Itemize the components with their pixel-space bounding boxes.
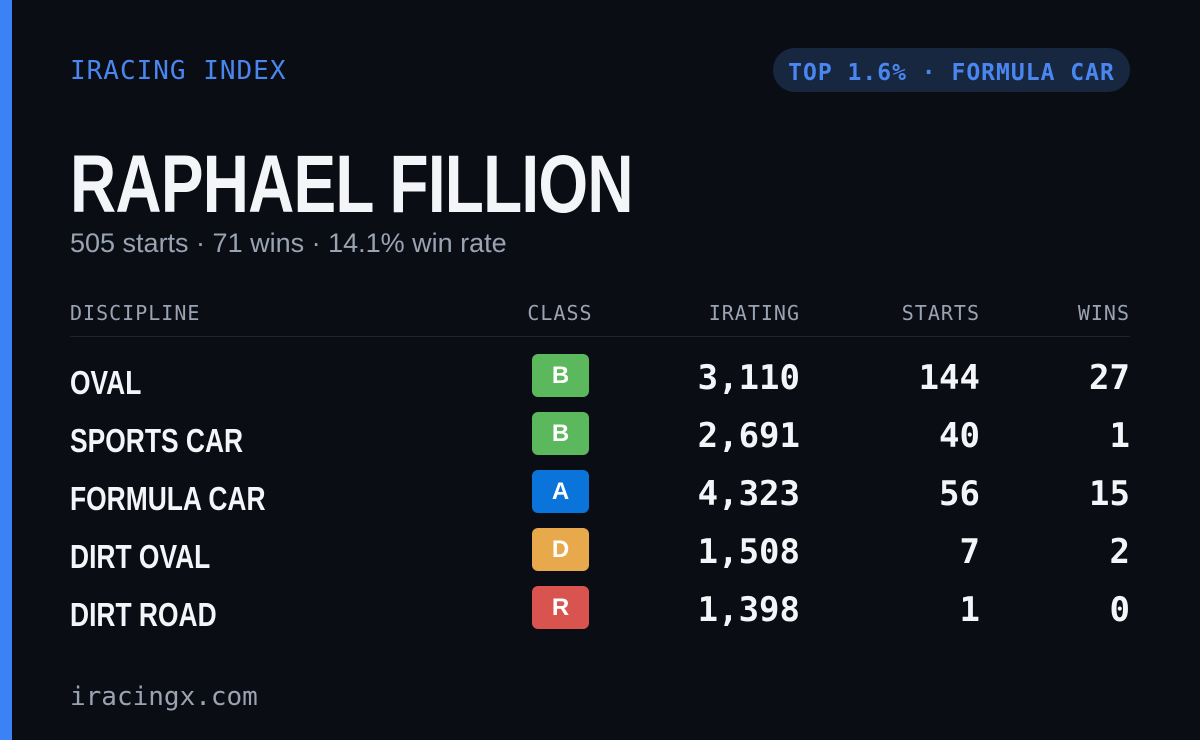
irating: 4,323	[697, 474, 800, 514]
discipline: FORMULA CAR	[70, 480, 266, 517]
class-badge: B	[532, 412, 589, 455]
discipline: OVAL	[70, 364, 142, 401]
wins: 15	[1089, 474, 1130, 514]
discipline: SPORTS CAR	[70, 422, 244, 459]
class-badge: R	[532, 586, 589, 629]
accent-bar	[0, 0, 12, 740]
class-badge: B	[532, 354, 589, 397]
column-header: WINS	[1077, 301, 1130, 325]
column-header: IRATING	[708, 301, 800, 325]
rank-badge: TOP 1.6% · FORMULA CAR	[773, 48, 1130, 92]
irating: 1,398	[697, 590, 800, 630]
starts: 144	[918, 358, 980, 398]
driver-name: RAPHAEL FILLION	[70, 139, 634, 230]
wins: 1	[1109, 416, 1130, 456]
column-header: STARTS	[901, 301, 980, 325]
wins: 2	[1109, 532, 1130, 572]
irating: 1,508	[697, 532, 800, 572]
class-badge: D	[532, 528, 589, 571]
irating: 3,110	[697, 358, 800, 398]
wins: 0	[1109, 590, 1130, 630]
wins: 27	[1089, 358, 1130, 398]
footer: iracingx.com	[70, 682, 258, 712]
starts: 56	[939, 474, 980, 514]
discipline: DIRT ROAD	[70, 596, 217, 633]
class-badge: A	[532, 470, 589, 513]
irating: 2,691	[697, 416, 800, 456]
starts: 7	[959, 532, 980, 572]
starts: 40	[939, 416, 980, 456]
column-header: DISCIPLINE	[70, 301, 201, 325]
column-header: CLASS	[527, 301, 593, 325]
brand: IRACING INDEX	[70, 56, 287, 86]
subtitle: 505 starts · 71 wins · 14.1% win rate	[70, 228, 507, 258]
starts: 1	[959, 590, 980, 630]
header-rule	[70, 336, 1130, 337]
discipline: DIRT OVAL	[70, 538, 211, 575]
